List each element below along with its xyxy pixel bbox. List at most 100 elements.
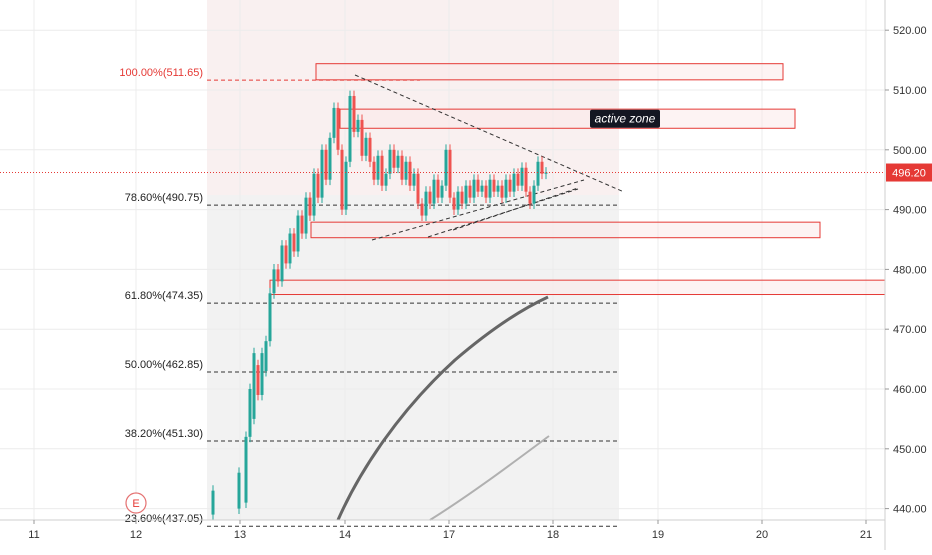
fib-level-label: 61.80%(474.35) bbox=[125, 290, 203, 302]
candle-body bbox=[237, 472, 241, 509]
candle-body bbox=[520, 167, 524, 186]
candle-body bbox=[268, 293, 272, 342]
ma-slow-line bbox=[336, 295, 549, 521]
candles bbox=[211, 90, 548, 520]
candle-body bbox=[436, 179, 440, 198]
event-marker-circle[interactable] bbox=[125, 492, 147, 514]
candle-body bbox=[300, 215, 304, 234]
candle-body bbox=[416, 173, 420, 204]
candle-body bbox=[504, 179, 508, 198]
candle-body bbox=[388, 149, 392, 174]
candle-body bbox=[544, 172, 548, 174]
event-marker-label: E bbox=[132, 498, 139, 510]
candle-body bbox=[260, 353, 264, 395]
y-tick-label: 490.00 bbox=[893, 205, 927, 217]
zone-box[interactable] bbox=[269, 279, 886, 296]
zone-label-bg bbox=[590, 109, 660, 128]
candle-body bbox=[516, 173, 520, 186]
candle-body bbox=[412, 173, 416, 186]
candle-body bbox=[528, 191, 532, 204]
candle-body bbox=[332, 107, 336, 138]
x-tick-label: 14 bbox=[339, 529, 351, 541]
fib-top-band bbox=[207, 0, 619, 195]
last-price: 496.20 bbox=[0, 163, 932, 182]
event-marker[interactable]: E bbox=[125, 492, 147, 514]
y-tick-label: 520.00 bbox=[893, 25, 927, 37]
x-tick-label: 13 bbox=[234, 529, 246, 541]
candle-body bbox=[320, 149, 324, 198]
candle-body bbox=[211, 490, 215, 515]
zone-label: active zone bbox=[595, 112, 656, 126]
candle-body bbox=[540, 161, 544, 174]
candle-body bbox=[252, 353, 256, 419]
candle-body bbox=[440, 185, 444, 198]
time-axis[interactable]: 11 12 13 14 17 18 19 20 21 bbox=[28, 520, 872, 541]
candle-body bbox=[248, 389, 252, 437]
candle-body bbox=[396, 155, 400, 168]
zone-box[interactable] bbox=[339, 108, 796, 129]
candle-body bbox=[392, 149, 396, 168]
candle-body bbox=[476, 179, 480, 192]
candle-body bbox=[380, 155, 384, 186]
ma-fast-line bbox=[429, 435, 550, 521]
candle-body bbox=[372, 161, 376, 180]
x-tick-label: 12 bbox=[130, 529, 142, 541]
channel-line-2[interactable] bbox=[452, 187, 579, 231]
y-tick-label: 450.00 bbox=[893, 444, 927, 456]
candle-body bbox=[292, 233, 296, 252]
triangle-pattern[interactable] bbox=[354, 74, 625, 241]
candle-body bbox=[340, 149, 344, 210]
fib-level-label: 78.60%(490.75) bbox=[125, 192, 203, 204]
candle-body bbox=[288, 233, 292, 264]
candle-body bbox=[444, 149, 448, 186]
candle-body bbox=[496, 185, 500, 192]
candle-body bbox=[404, 161, 408, 180]
x-tick-label: 11 bbox=[28, 529, 39, 541]
candle-body bbox=[420, 203, 424, 216]
candle-body bbox=[276, 269, 280, 282]
candle-body bbox=[492, 179, 496, 192]
y-tick-label: 460.00 bbox=[893, 384, 927, 396]
candle-body bbox=[536, 161, 540, 186]
candle-body bbox=[284, 245, 288, 264]
price-axis[interactable]: 520.00 510.00 500.00 490.00 480.00 470.00 460.… bbox=[885, 25, 927, 516]
candle-body bbox=[368, 137, 372, 162]
candle-body bbox=[452, 197, 456, 210]
candle-body bbox=[480, 185, 484, 192]
fib-level-label: 50.00%(462.85) bbox=[125, 359, 203, 371]
grid bbox=[0, 0, 885, 520]
triangle-lower-line[interactable] bbox=[371, 179, 585, 241]
candle-body bbox=[264, 341, 268, 372]
candle-body bbox=[488, 179, 492, 198]
candle-body bbox=[296, 215, 300, 252]
candle-body bbox=[256, 365, 260, 395]
candle-body bbox=[244, 436, 248, 503]
y-tick-label: 480.00 bbox=[893, 264, 927, 276]
fib-level-label: 23.60%(437.05) bbox=[125, 513, 203, 525]
candle-body bbox=[428, 191, 432, 204]
candle-body bbox=[400, 155, 404, 180]
last-price-badge bbox=[886, 163, 932, 182]
y-tick-label: 510.00 bbox=[893, 85, 927, 97]
candle-body bbox=[424, 191, 428, 216]
candle-body bbox=[348, 95, 352, 162]
candle-body bbox=[272, 269, 276, 294]
moving-averages bbox=[336, 295, 550, 521]
candle-body bbox=[376, 155, 380, 180]
candle-body bbox=[456, 191, 460, 210]
candle-body bbox=[304, 197, 308, 234]
zone-box[interactable] bbox=[315, 63, 784, 81]
candle-body bbox=[432, 179, 436, 204]
candle-body bbox=[336, 107, 340, 150]
last-price-label: 496.20 bbox=[892, 168, 926, 180]
candle-body bbox=[328, 137, 332, 180]
y-tick-label: 470.00 bbox=[893, 324, 927, 336]
candle-body bbox=[308, 197, 312, 216]
y-tick-label: 440.00 bbox=[893, 504, 927, 516]
x-tick-label: 18 bbox=[547, 529, 559, 541]
x-tick-label: 19 bbox=[652, 529, 664, 541]
candle-body bbox=[364, 137, 368, 156]
candle-body bbox=[316, 173, 320, 198]
candle-body bbox=[356, 119, 360, 132]
